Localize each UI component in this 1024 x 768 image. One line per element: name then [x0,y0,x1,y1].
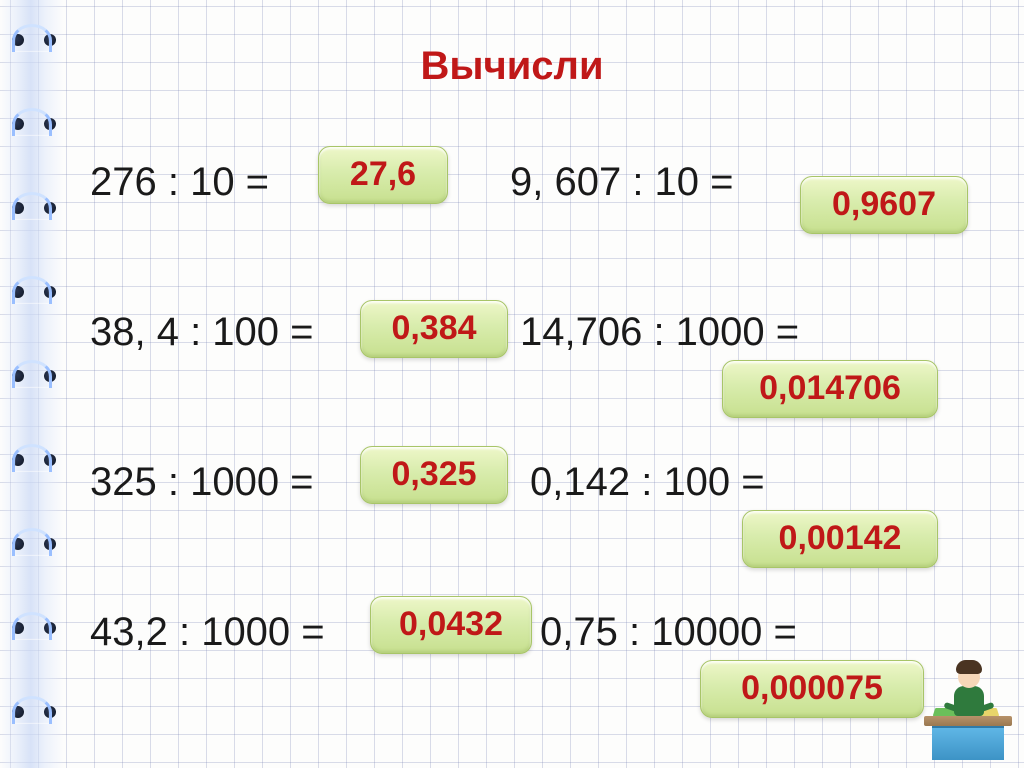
problem-expression: 38, 4 : 100 = [90,310,314,355]
answer-box: 0,00142 [742,510,938,568]
page-title: Вычисли [0,44,1024,89]
binder-ring [14,526,50,562]
answer-box: 0,325 [360,446,508,504]
problem-expression: 276 : 10 = [90,160,269,205]
problem-expression: 325 : 1000 = [90,460,314,505]
problem-expression: 0,142 : 100 = [530,460,765,505]
binder-ring [14,442,50,478]
desk-front [932,726,1004,760]
binder-ring [14,358,50,394]
binder-ring [14,190,50,226]
answer-box: 0,9607 [800,176,968,234]
student-hair [956,660,982,674]
problem-expression: 43,2 : 1000 = [90,610,325,655]
problem-expression: 0,75 : 10000 = [540,610,797,655]
problem-expression: 9, 607 : 10 = [510,160,734,205]
desk-top [924,716,1012,726]
binder-ring [14,274,50,310]
student-body [954,686,984,716]
answer-box: 27,6 [318,146,448,204]
binder-ring [14,106,50,142]
answer-box: 0,000075 [700,660,924,718]
binder-ring [14,610,50,646]
answer-box: 0,0432 [370,596,532,654]
problem-expression: 14,706 : 1000 = [520,310,799,355]
answer-box: 0,384 [360,300,508,358]
student-illustration [924,650,1012,760]
answer-box: 0,014706 [722,360,938,418]
binder-ring [14,694,50,730]
